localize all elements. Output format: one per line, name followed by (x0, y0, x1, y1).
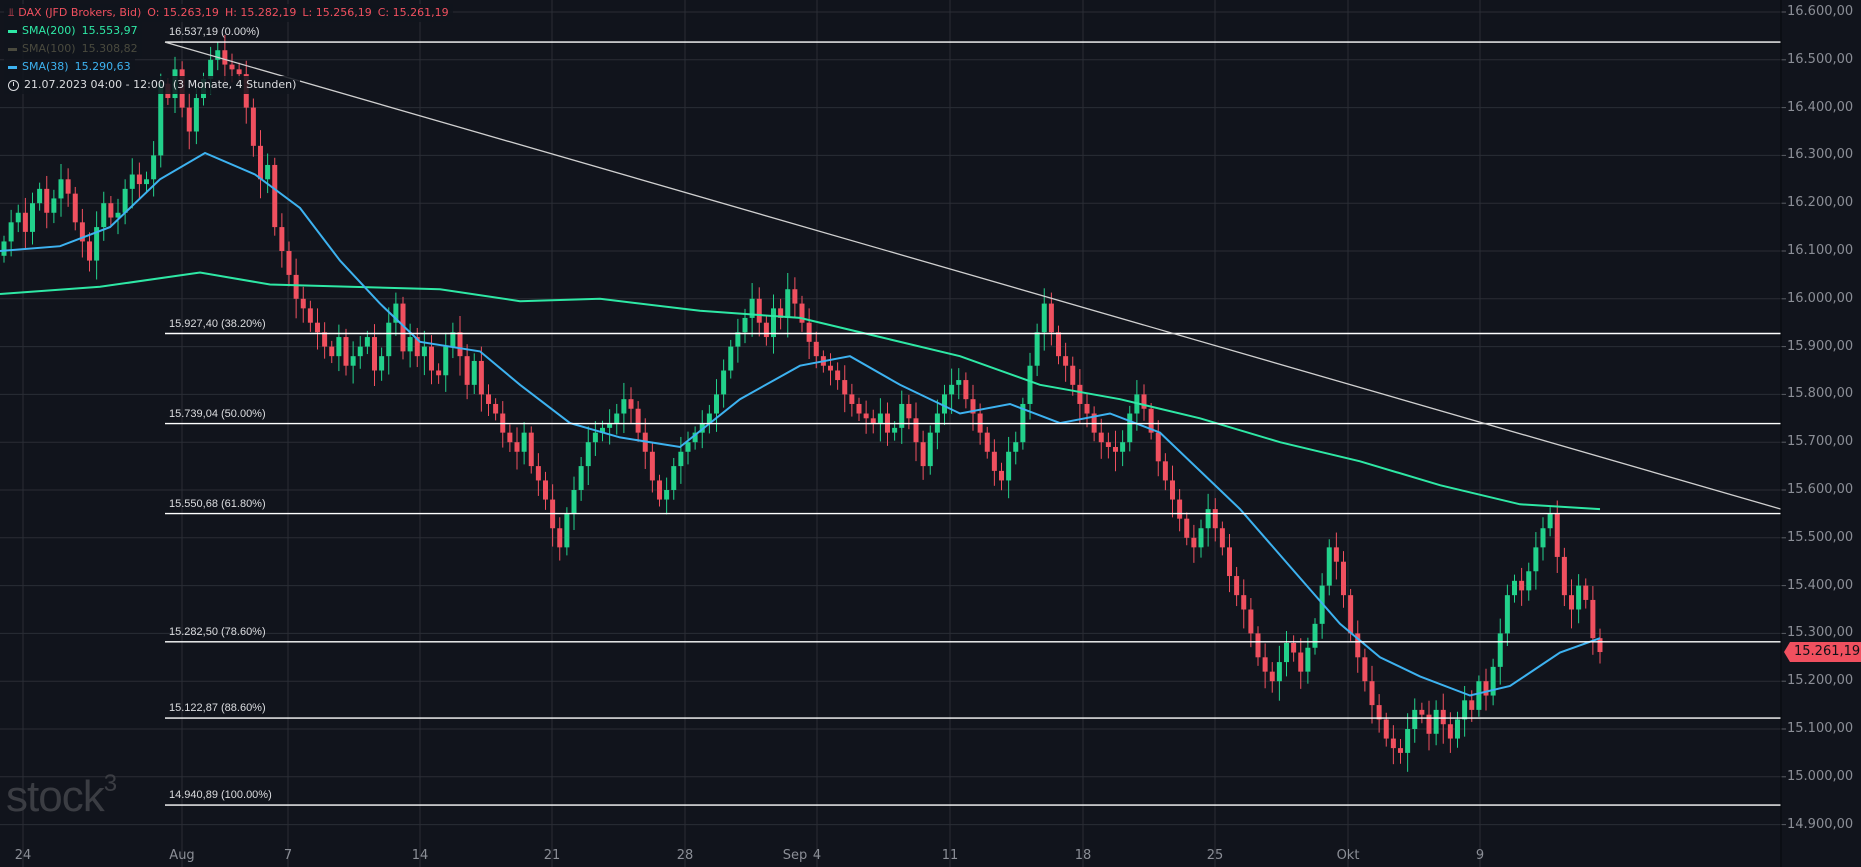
time-axis-label: Aug (169, 848, 195, 863)
time-axis-label: 25 (1206, 848, 1224, 863)
ohlc-close: C: 15.261,19 (377, 6, 449, 19)
candlestick-icon: ⫫ (8, 6, 15, 19)
price-axis-label: 16.500,00 (1787, 51, 1854, 67)
time-axis-label: 24 (14, 848, 32, 863)
legend-sma100[interactable]: SMA(100) 15.308,82 (4, 40, 142, 58)
price-axis-label: 15.800,00 (1787, 386, 1854, 402)
sma100-swatch-icon (8, 47, 17, 51)
price-axis-label: 15.000,00 (1787, 768, 1854, 784)
fib-level-label: 14.940,89 (100.00%) (169, 789, 272, 802)
range-duration: (3 Monate, 4 Stunden) (172, 78, 297, 91)
last-price-tag: 15.261,19 (1784, 642, 1861, 662)
time-axis-label: 11 (941, 848, 959, 863)
symbol-ohlc-row[interactable]: ⫫ DAX (JFD Brokers, Bid) O: 15.263,19 H:… (4, 4, 453, 22)
price-axis-label: 15.700,00 (1787, 434, 1854, 450)
price-axis-label: 15.500,00 (1787, 529, 1854, 545)
price-axis-label: 16.100,00 (1787, 243, 1854, 258)
time-axis-label: 28 (676, 848, 694, 863)
time-axis-label: 18 (1074, 848, 1092, 863)
price-axis-label: 16.300,00 (1787, 147, 1854, 163)
fib-level-label: 15.739,04 (50.00%) (169, 407, 266, 420)
price-axis-label: 15.900,00 (1787, 338, 1854, 354)
price-axis-label: 14.900,00 (1787, 816, 1854, 832)
legend-sma38[interactable]: SMA(38) 15.290,63 (4, 58, 135, 76)
ohlc-high: H: 15.282,19 (224, 6, 297, 19)
moving-averages (0, 151, 1601, 697)
symbol-name: DAX (JFD Brokers, Bid) (18, 6, 142, 19)
price-axis-label: 15.300,00 (1787, 625, 1854, 641)
price-axis-label: 16.200,00 (1787, 195, 1854, 211)
ohlc-open: O: 15.263,19 (147, 6, 219, 19)
time-axis-label: 21 (543, 848, 561, 863)
price-axis-label: 15.200,00 (1787, 673, 1854, 689)
price-axis-label: 15.400,00 (1787, 577, 1854, 593)
fib-level-label: 15.282,50 (78.60%) (169, 625, 266, 638)
candles (1, 34, 1603, 772)
time-axis-label: 7 (283, 848, 293, 863)
price-axis-label: 16.400,00 (1787, 99, 1854, 115)
time-axis-label: Sep (782, 848, 808, 863)
trendline[interactable] (164, 41, 1782, 510)
price-axis-label: 15.100,00 (1787, 721, 1854, 736)
time-axis-label: 14 (411, 848, 429, 863)
clock-icon (8, 79, 19, 91)
fib-level-label: 16.537,19 (0.00%) (169, 26, 260, 39)
fib-level-label: 15.122,87 (88.60%) (169, 702, 266, 715)
chart-legend: ⫫ DAX (JFD Brokers, Bid) O: 15.263,19 H:… (4, 4, 453, 94)
price-axis-label: 15.600,00 (1787, 482, 1854, 497)
time-axis-label: Okt (1336, 848, 1360, 863)
price-axis-label: 16.000,00 (1787, 290, 1854, 306)
date-range-row[interactable]: 21.07.2023 04:00 - 12:00 (3 Monate, 4 St… (4, 76, 301, 94)
time-axis-label: 9 (1475, 848, 1485, 863)
sma38-swatch-icon (8, 65, 17, 69)
date-range: 21.07.2023 04:00 - 12:00 (24, 78, 165, 91)
watermark-logo: stock3 (6, 770, 117, 821)
ohlc-low: L: 15.256,19 (302, 6, 372, 19)
fibonacci-levels (165, 41, 1781, 806)
time-axis-label: 4 (812, 848, 822, 863)
fib-level-label: 15.550,68 (61.80%) (169, 497, 266, 510)
fib-level-label: 15.927,40 (38.20%) (169, 317, 266, 330)
legend-sma200[interactable]: SMA(200) 15.553,97 (4, 22, 142, 40)
price-axis-label: 16.600,00 (1787, 4, 1854, 19)
sma200-swatch-icon (8, 29, 17, 33)
